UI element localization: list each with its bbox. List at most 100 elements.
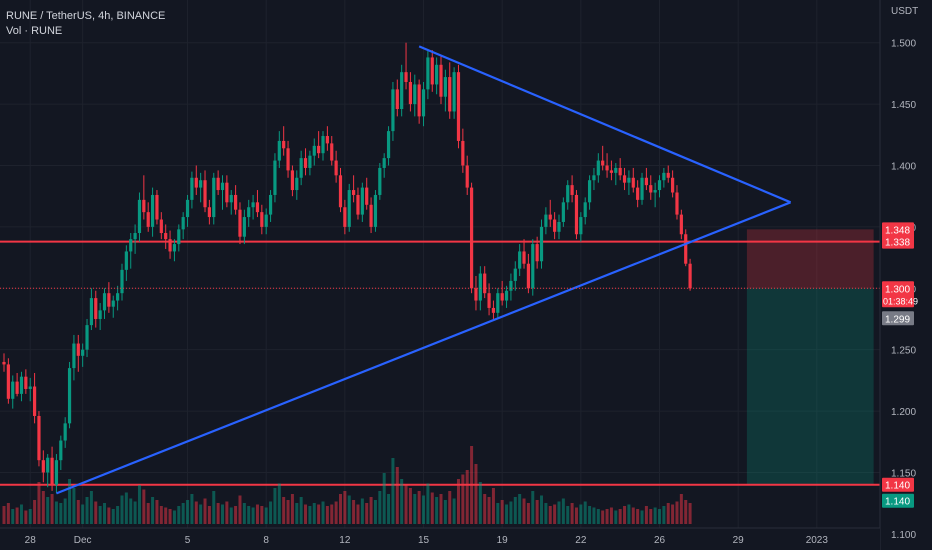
- candle-body: [365, 187, 369, 205]
- volume-bar: [422, 495, 426, 524]
- volume-bar: [299, 497, 303, 524]
- volume-bars: [2, 446, 692, 524]
- candle-body: [15, 381, 19, 394]
- volume-bar: [260, 506, 264, 524]
- price-tick-label: 1.150: [891, 468, 916, 479]
- candle-body: [526, 263, 530, 289]
- candle-body: [496, 293, 500, 313]
- volume-bar: [491, 488, 495, 524]
- volume-bar: [618, 509, 622, 524]
- candle-body: [203, 180, 207, 208]
- volume-bar: [85, 497, 89, 524]
- candle-body: [94, 298, 98, 319]
- candle-body: [343, 207, 347, 227]
- candle-body: [220, 182, 225, 191]
- chart-grid: [0, 0, 880, 535]
- volume-bar: [54, 501, 58, 524]
- volume-bar: [146, 503, 150, 524]
- candle-body: [483, 273, 487, 294]
- volume-bar: [601, 510, 605, 524]
- volume-bar: [304, 504, 308, 524]
- volume-bar: [282, 497, 286, 524]
- volume-bar: [46, 497, 50, 524]
- candle-body: [513, 268, 517, 281]
- volume-bar: [583, 501, 587, 524]
- volume-bar: [81, 504, 85, 524]
- volume-bar: [181, 503, 185, 524]
- time-axis[interactable]: 28 Dec 5 8 12 15 19 22 26 29 2023: [0, 527, 880, 550]
- candle-body: [334, 160, 338, 176]
- time-tick-label: 26: [654, 535, 666, 546]
- candle-body: [207, 207, 211, 218]
- candle-body: [6, 364, 10, 399]
- price-tick-label: 1.250: [891, 346, 916, 357]
- volume-bar: [408, 488, 412, 524]
- candle-body: [443, 77, 447, 97]
- candle-body: [509, 280, 513, 291]
- volume-bar: [662, 506, 666, 524]
- candle-body: [391, 89, 395, 132]
- volume-bar: [688, 503, 692, 524]
- volume-bar: [151, 497, 155, 524]
- candle-body: [666, 172, 670, 178]
- volume-bar: [6, 503, 10, 524]
- volume-bar: [72, 488, 76, 524]
- chart-legend: RUNE / TetherUS, 4h, BINANCE Vol · RUNE: [6, 9, 165, 39]
- candle-body: [63, 423, 67, 441]
- volume-bar: [614, 510, 618, 524]
- trendline: [56, 201, 792, 495]
- candle-body: [627, 177, 631, 183]
- candle-body: [190, 177, 194, 200]
- price-tag-label: 1.299: [885, 314, 910, 325]
- short-position-tool[interactable]: [746, 229, 874, 485]
- candle-body: [137, 199, 142, 234]
- volume-bar: [404, 485, 408, 524]
- volume-bar: [273, 488, 277, 524]
- price-tick-label: 1.400: [891, 161, 916, 172]
- volume-bar: [37, 482, 41, 524]
- candle-body: [583, 202, 587, 218]
- symbol-title[interactable]: RUNE / TetherUS, 4h, BINANCE: [6, 10, 166, 22]
- volume-bar: [103, 503, 107, 524]
- candle-body: [456, 72, 461, 141]
- volume-indicator-label[interactable]: Vol · RUNE: [6, 25, 63, 37]
- candle-body: [421, 89, 426, 117]
- volume-bar: [522, 498, 526, 524]
- candle-body: [251, 202, 255, 208]
- price-tag-label: 1.348: [885, 225, 910, 236]
- volume-bar: [137, 485, 141, 524]
- price-tag-label: 1.140: [885, 481, 910, 492]
- candle-body: [181, 217, 185, 230]
- candle-body: [684, 234, 688, 264]
- candle-body: [640, 177, 644, 200]
- candle-body: [19, 376, 24, 394]
- volume-bar: [242, 503, 246, 524]
- candle-body: [308, 155, 312, 168]
- volume-bar: [631, 507, 635, 524]
- volume-bar: [478, 482, 482, 524]
- candle-body: [142, 199, 146, 213]
- volume-bar: [212, 491, 216, 524]
- horizontal-lines[interactable]: [0, 240, 880, 486]
- volume-bar: [666, 503, 670, 524]
- volume-bar: [199, 504, 203, 524]
- triangle-trendlines[interactable]: [56, 45, 792, 495]
- candle-body: [596, 160, 600, 176]
- currency-label: USDT: [891, 6, 918, 17]
- volume-bar: [330, 504, 334, 524]
- candle-body: [225, 182, 229, 203]
- time-tick-label: 2023: [806, 535, 829, 546]
- price-axis[interactable]: USDT1.1001.1501.2001.2501.3001.3501.4001…: [879, 0, 932, 550]
- candle-body: [273, 160, 277, 195]
- candle-body: [155, 194, 159, 220]
- candle-body: [286, 148, 290, 171]
- candle-body: [675, 192, 679, 215]
- volume-bar: [277, 483, 281, 524]
- candle-body: [177, 229, 181, 245]
- volume-bar: [443, 500, 447, 524]
- candle-body: [478, 273, 482, 301]
- volume-bar: [474, 464, 478, 524]
- volume-bar: [623, 506, 627, 524]
- candle-body: [229, 194, 233, 203]
